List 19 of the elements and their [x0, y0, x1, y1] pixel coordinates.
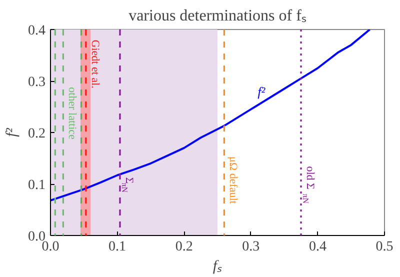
y-tick-label: 0.1: [28, 178, 46, 193]
annotation: f²: [258, 84, 266, 100]
ref-line-label: other lattice: [66, 87, 78, 140]
y-axis-title: f²: [4, 128, 20, 137]
ref-line-label: μΩ default: [227, 156, 240, 204]
ref-line-label: ΣπN: [120, 177, 135, 193]
y-tick-label: 0.3: [28, 75, 46, 90]
x-tick-label: 0.5: [376, 240, 394, 254]
x-tick-label: 0.0: [42, 240, 60, 254]
ref-line-label: old ΣπN: [301, 166, 316, 204]
x-tick-label: 0.1: [108, 240, 126, 254]
ref-line-label: Giedt et al.: [88, 40, 101, 89]
x-tick-label: 0.2: [175, 240, 193, 254]
chart-title: various determinations of fₛ: [128, 8, 306, 24]
y-tick-label: 0.2: [28, 126, 46, 142]
y-tick-label: 0.4: [28, 24, 46, 38]
x-axis-title: fₛ: [212, 258, 222, 274]
x-tick-label: 0.3: [242, 240, 260, 254]
x-tick-label: 0.4: [308, 240, 326, 254]
